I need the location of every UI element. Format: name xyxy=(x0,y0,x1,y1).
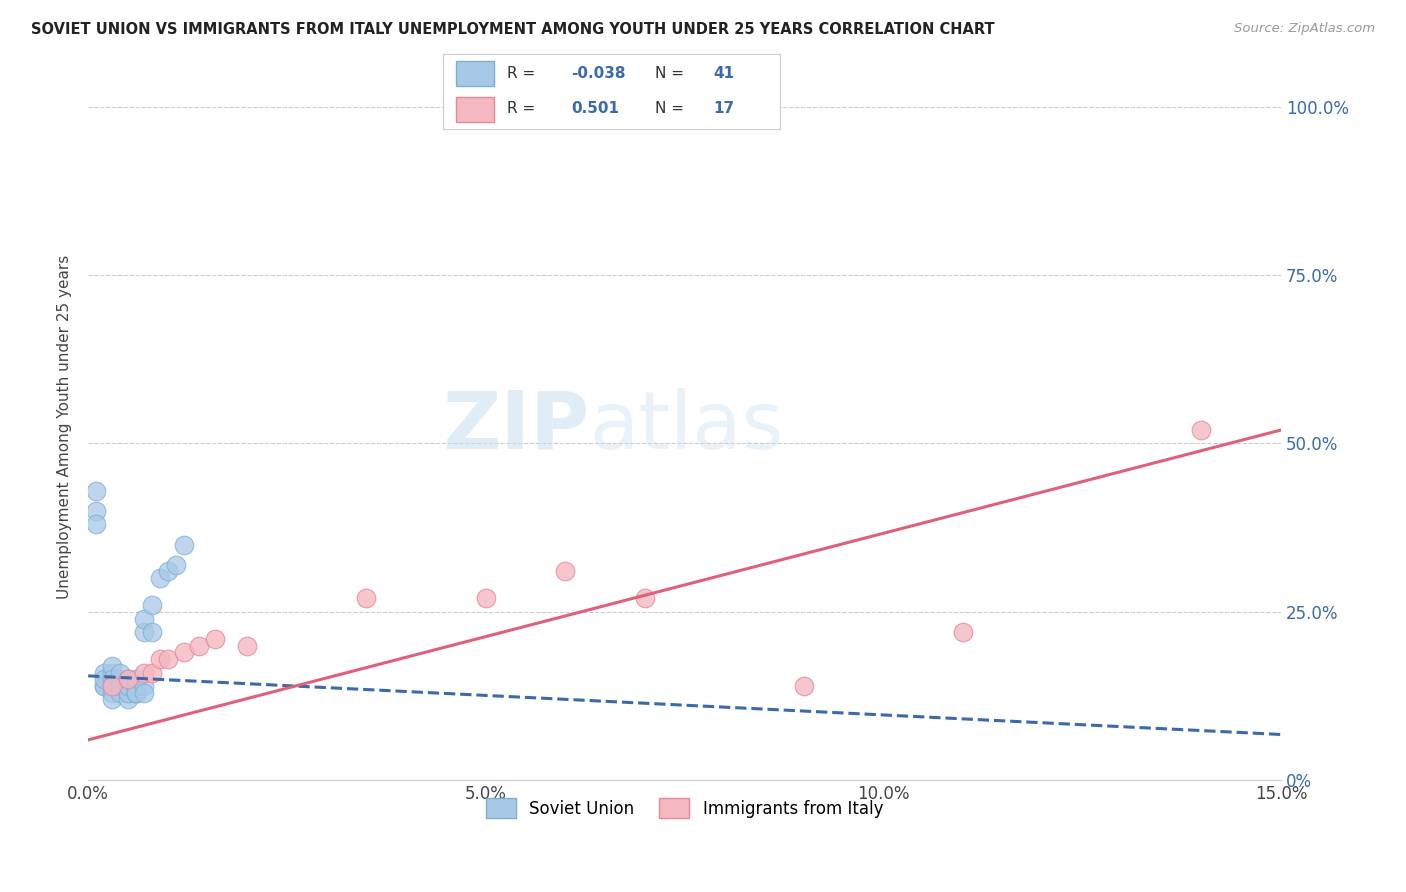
Point xyxy=(165,558,187,572)
Text: 17: 17 xyxy=(713,102,734,116)
Point xyxy=(125,679,148,693)
Text: N =: N = xyxy=(655,66,685,81)
Point xyxy=(93,679,115,693)
Text: Source: ZipAtlas.com: Source: ZipAtlas.com xyxy=(1234,22,1375,36)
Point xyxy=(125,686,148,700)
Point xyxy=(125,686,148,700)
Point xyxy=(101,672,124,686)
Point xyxy=(1191,423,1213,437)
Point xyxy=(156,652,179,666)
Point xyxy=(156,565,179,579)
FancyBboxPatch shape xyxy=(457,96,494,122)
Point xyxy=(125,679,148,693)
Point xyxy=(108,665,131,680)
Point xyxy=(634,591,657,606)
Point xyxy=(236,639,259,653)
Point xyxy=(84,483,107,498)
Point xyxy=(108,686,131,700)
Point xyxy=(117,679,139,693)
Point xyxy=(117,679,139,693)
Point xyxy=(117,692,139,706)
Point xyxy=(108,672,131,686)
Point xyxy=(101,679,124,693)
Text: R =: R = xyxy=(508,102,536,116)
Point xyxy=(952,625,974,640)
Text: -0.038: -0.038 xyxy=(571,66,626,81)
Y-axis label: Unemployment Among Youth under 25 years: Unemployment Among Youth under 25 years xyxy=(58,254,72,599)
Text: SOVIET UNION VS IMMIGRANTS FROM ITALY UNEMPLOYMENT AMONG YOUTH UNDER 25 YEARS CO: SOVIET UNION VS IMMIGRANTS FROM ITALY UN… xyxy=(31,22,994,37)
Point xyxy=(141,598,163,612)
Point xyxy=(108,679,131,693)
Point xyxy=(117,686,139,700)
Point xyxy=(173,645,195,659)
Text: ZIP: ZIP xyxy=(441,388,589,466)
Point xyxy=(554,565,576,579)
Point xyxy=(93,665,115,680)
Point xyxy=(173,537,195,551)
Point xyxy=(132,686,155,700)
Point xyxy=(101,665,124,680)
Point xyxy=(108,679,131,693)
Point xyxy=(149,571,172,585)
Text: atlas: atlas xyxy=(589,388,783,466)
Point xyxy=(117,672,139,686)
Point xyxy=(101,686,124,700)
Point xyxy=(101,658,124,673)
Point xyxy=(141,665,163,680)
Point xyxy=(117,672,139,686)
Legend: Soviet Union, Immigrants from Italy: Soviet Union, Immigrants from Italy xyxy=(479,791,890,825)
Text: 0.501: 0.501 xyxy=(571,102,619,116)
Point xyxy=(149,652,172,666)
Point xyxy=(93,672,115,686)
Point xyxy=(132,665,155,680)
Point xyxy=(793,679,815,693)
Point xyxy=(125,672,148,686)
Text: N =: N = xyxy=(655,102,685,116)
Point xyxy=(101,679,124,693)
Point xyxy=(84,504,107,518)
Point xyxy=(474,591,496,606)
Point xyxy=(141,625,163,640)
Point xyxy=(132,679,155,693)
Point xyxy=(188,639,211,653)
Point xyxy=(204,632,226,646)
Text: R =: R = xyxy=(508,66,536,81)
Point xyxy=(125,686,148,700)
Point xyxy=(117,686,139,700)
Point xyxy=(356,591,378,606)
Point xyxy=(84,517,107,532)
Text: 41: 41 xyxy=(713,66,734,81)
Point xyxy=(117,679,139,693)
Point xyxy=(101,692,124,706)
Point xyxy=(93,679,115,693)
FancyBboxPatch shape xyxy=(457,62,494,87)
Point xyxy=(132,612,155,626)
Point xyxy=(132,625,155,640)
